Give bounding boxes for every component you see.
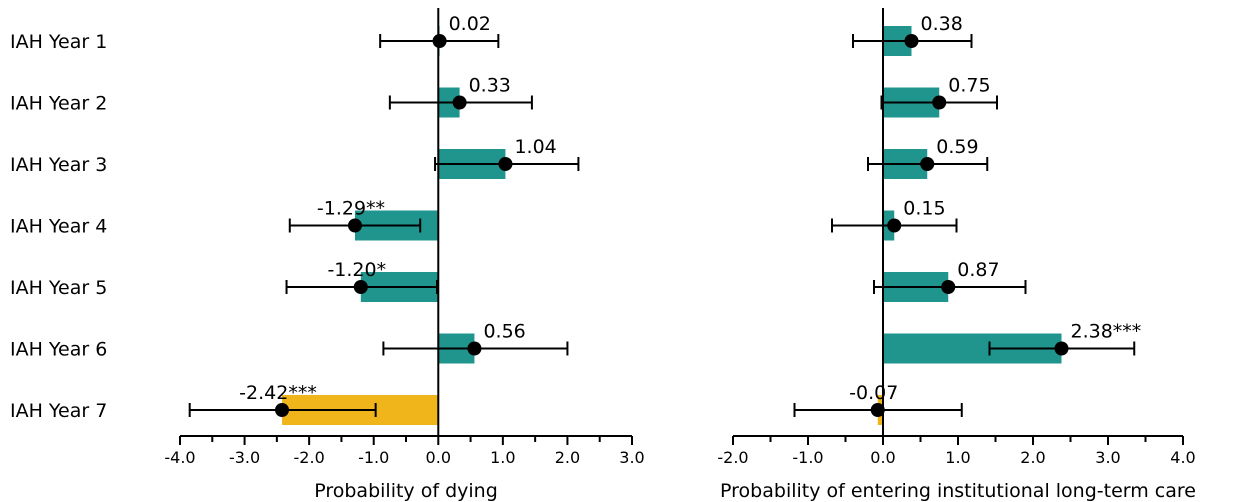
category-label: IAH Year 6 [10, 339, 107, 361]
x-tick-label: 1.0 [490, 448, 515, 467]
data-point [498, 157, 513, 171]
category-label: IAH Year 3 [10, 154, 107, 176]
data-point [932, 95, 947, 110]
data-point [887, 218, 902, 233]
x-tick-label: -3.0 [229, 448, 260, 467]
data-label: 2.38*** [1071, 321, 1142, 343]
data-point [904, 34, 919, 48]
data-point [347, 218, 362, 233]
x-tick-label: 2.0 [555, 448, 580, 467]
x-tick-label: -2.0 [294, 448, 325, 467]
data-label: 0.75 [948, 75, 990, 97]
x-tick-label: 0.0 [426, 448, 451, 467]
category-label: IAH Year 4 [10, 216, 107, 238]
data-point [432, 34, 447, 48]
x-tick-label: 3.0 [1095, 448, 1120, 467]
data-label: -0.07 [849, 382, 898, 404]
data-point [870, 403, 885, 417]
data-point [941, 280, 956, 294]
data-label: -1.20* [327, 259, 386, 281]
x-tick-label: -4.0 [164, 448, 195, 467]
data-label: 0.59 [936, 136, 978, 158]
x-tick-label: 0.0 [870, 448, 895, 467]
data-point [920, 157, 935, 171]
data-point [467, 341, 482, 356]
data-point [1054, 341, 1069, 356]
category-label: IAH Year 2 [10, 93, 107, 115]
data-label: -2.42*** [239, 382, 317, 404]
x-axis-title: Probability of entering institutional lo… [720, 480, 1196, 502]
data-label: 1.04 [514, 136, 556, 158]
x-tick-label: 3.0 [619, 448, 644, 467]
data-label: 0.56 [483, 321, 525, 343]
data-label: 0.02 [449, 13, 491, 35]
x-tick-label: -2.0 [717, 448, 748, 467]
category-label: IAH Year 5 [10, 277, 107, 299]
data-label: 0.38 [921, 13, 963, 35]
data-label: 0.15 [903, 198, 945, 220]
x-tick-label: 4.0 [1170, 448, 1195, 467]
category-label: IAH Year 7 [10, 400, 107, 422]
data-point [353, 280, 368, 294]
data-label: -1.29** [317, 198, 385, 220]
x-axis-title: Probability of dying [314, 480, 498, 502]
data-label: 0.87 [957, 259, 999, 281]
category-label: IAH Year 1 [10, 31, 107, 53]
x-tick-label: 1.0 [945, 448, 970, 467]
x-tick-label: 2.0 [1020, 448, 1045, 467]
data-point [452, 95, 467, 110]
data-point [275, 403, 290, 417]
x-tick-label: -1.0 [792, 448, 823, 467]
x-tick-label: -1.0 [358, 448, 389, 467]
data-label: 0.33 [469, 75, 511, 97]
